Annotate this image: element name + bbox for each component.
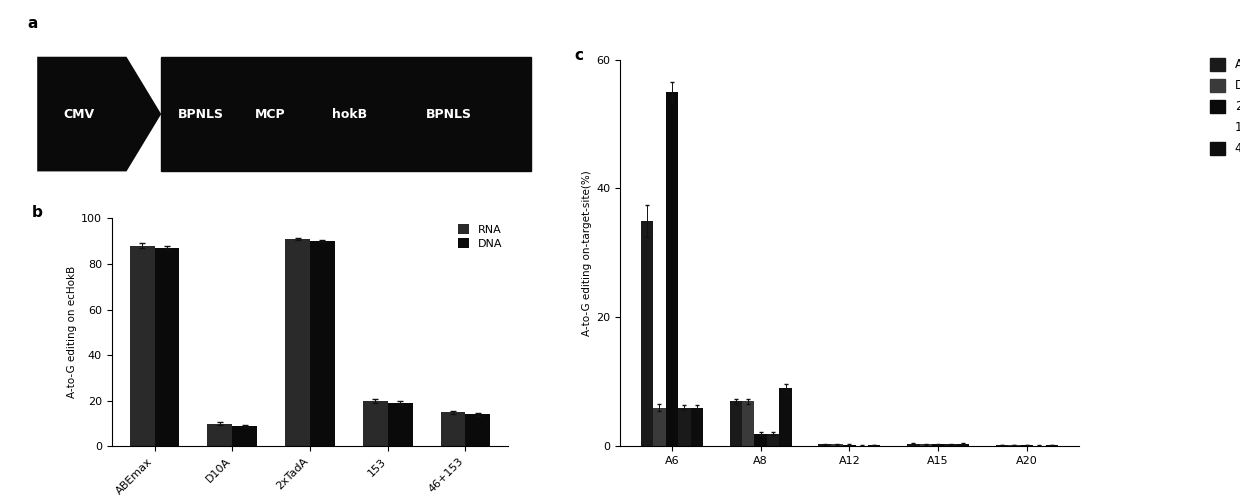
Bar: [1021, 445, 1033, 446]
Bar: [388, 403, 413, 446]
Bar: [285, 239, 310, 446]
Legend: RNA, DNA: RNA, DNA: [459, 224, 503, 248]
Bar: [957, 444, 970, 446]
Bar: [754, 434, 766, 446]
Bar: [666, 92, 678, 446]
Bar: [207, 424, 232, 446]
Bar: [908, 444, 920, 446]
Legend: ABEmax, D10A, 2xTadA, 153, 46+153: ABEmax, D10A, 2xTadA, 153, 46+153: [1210, 58, 1240, 155]
Bar: [831, 444, 843, 446]
Bar: [440, 412, 465, 446]
Bar: [678, 408, 691, 446]
Bar: [996, 445, 1008, 446]
Bar: [818, 444, 831, 446]
Bar: [1045, 445, 1058, 446]
Bar: [161, 57, 531, 172]
Bar: [232, 426, 257, 446]
Bar: [742, 401, 754, 446]
Polygon shape: [37, 57, 161, 172]
Text: CMV: CMV: [63, 108, 95, 121]
Bar: [310, 241, 335, 446]
Bar: [691, 408, 703, 446]
Bar: [868, 445, 880, 446]
Bar: [653, 408, 666, 446]
Bar: [779, 388, 791, 446]
Bar: [932, 444, 945, 446]
Bar: [1008, 445, 1021, 446]
Text: a: a: [27, 16, 37, 31]
Bar: [729, 401, 742, 446]
Bar: [843, 445, 856, 446]
Bar: [766, 434, 779, 446]
Text: b: b: [32, 204, 43, 220]
Bar: [641, 221, 653, 446]
Bar: [155, 248, 180, 446]
Bar: [363, 401, 388, 446]
Y-axis label: A-to-G editing on-target-site(%): A-to-G editing on-target-site(%): [582, 170, 591, 336]
Text: BPNLS: BPNLS: [425, 108, 472, 121]
Bar: [920, 444, 932, 446]
Bar: [945, 444, 957, 446]
Text: BPNLS: BPNLS: [177, 108, 224, 121]
Text: hokB: hokB: [332, 108, 367, 121]
Bar: [465, 415, 490, 446]
Text: c: c: [574, 48, 583, 63]
Y-axis label: A-to-G editing on ecHokB: A-to-G editing on ecHokB: [67, 266, 77, 398]
Bar: [130, 246, 155, 446]
Text: MCP: MCP: [255, 108, 285, 121]
